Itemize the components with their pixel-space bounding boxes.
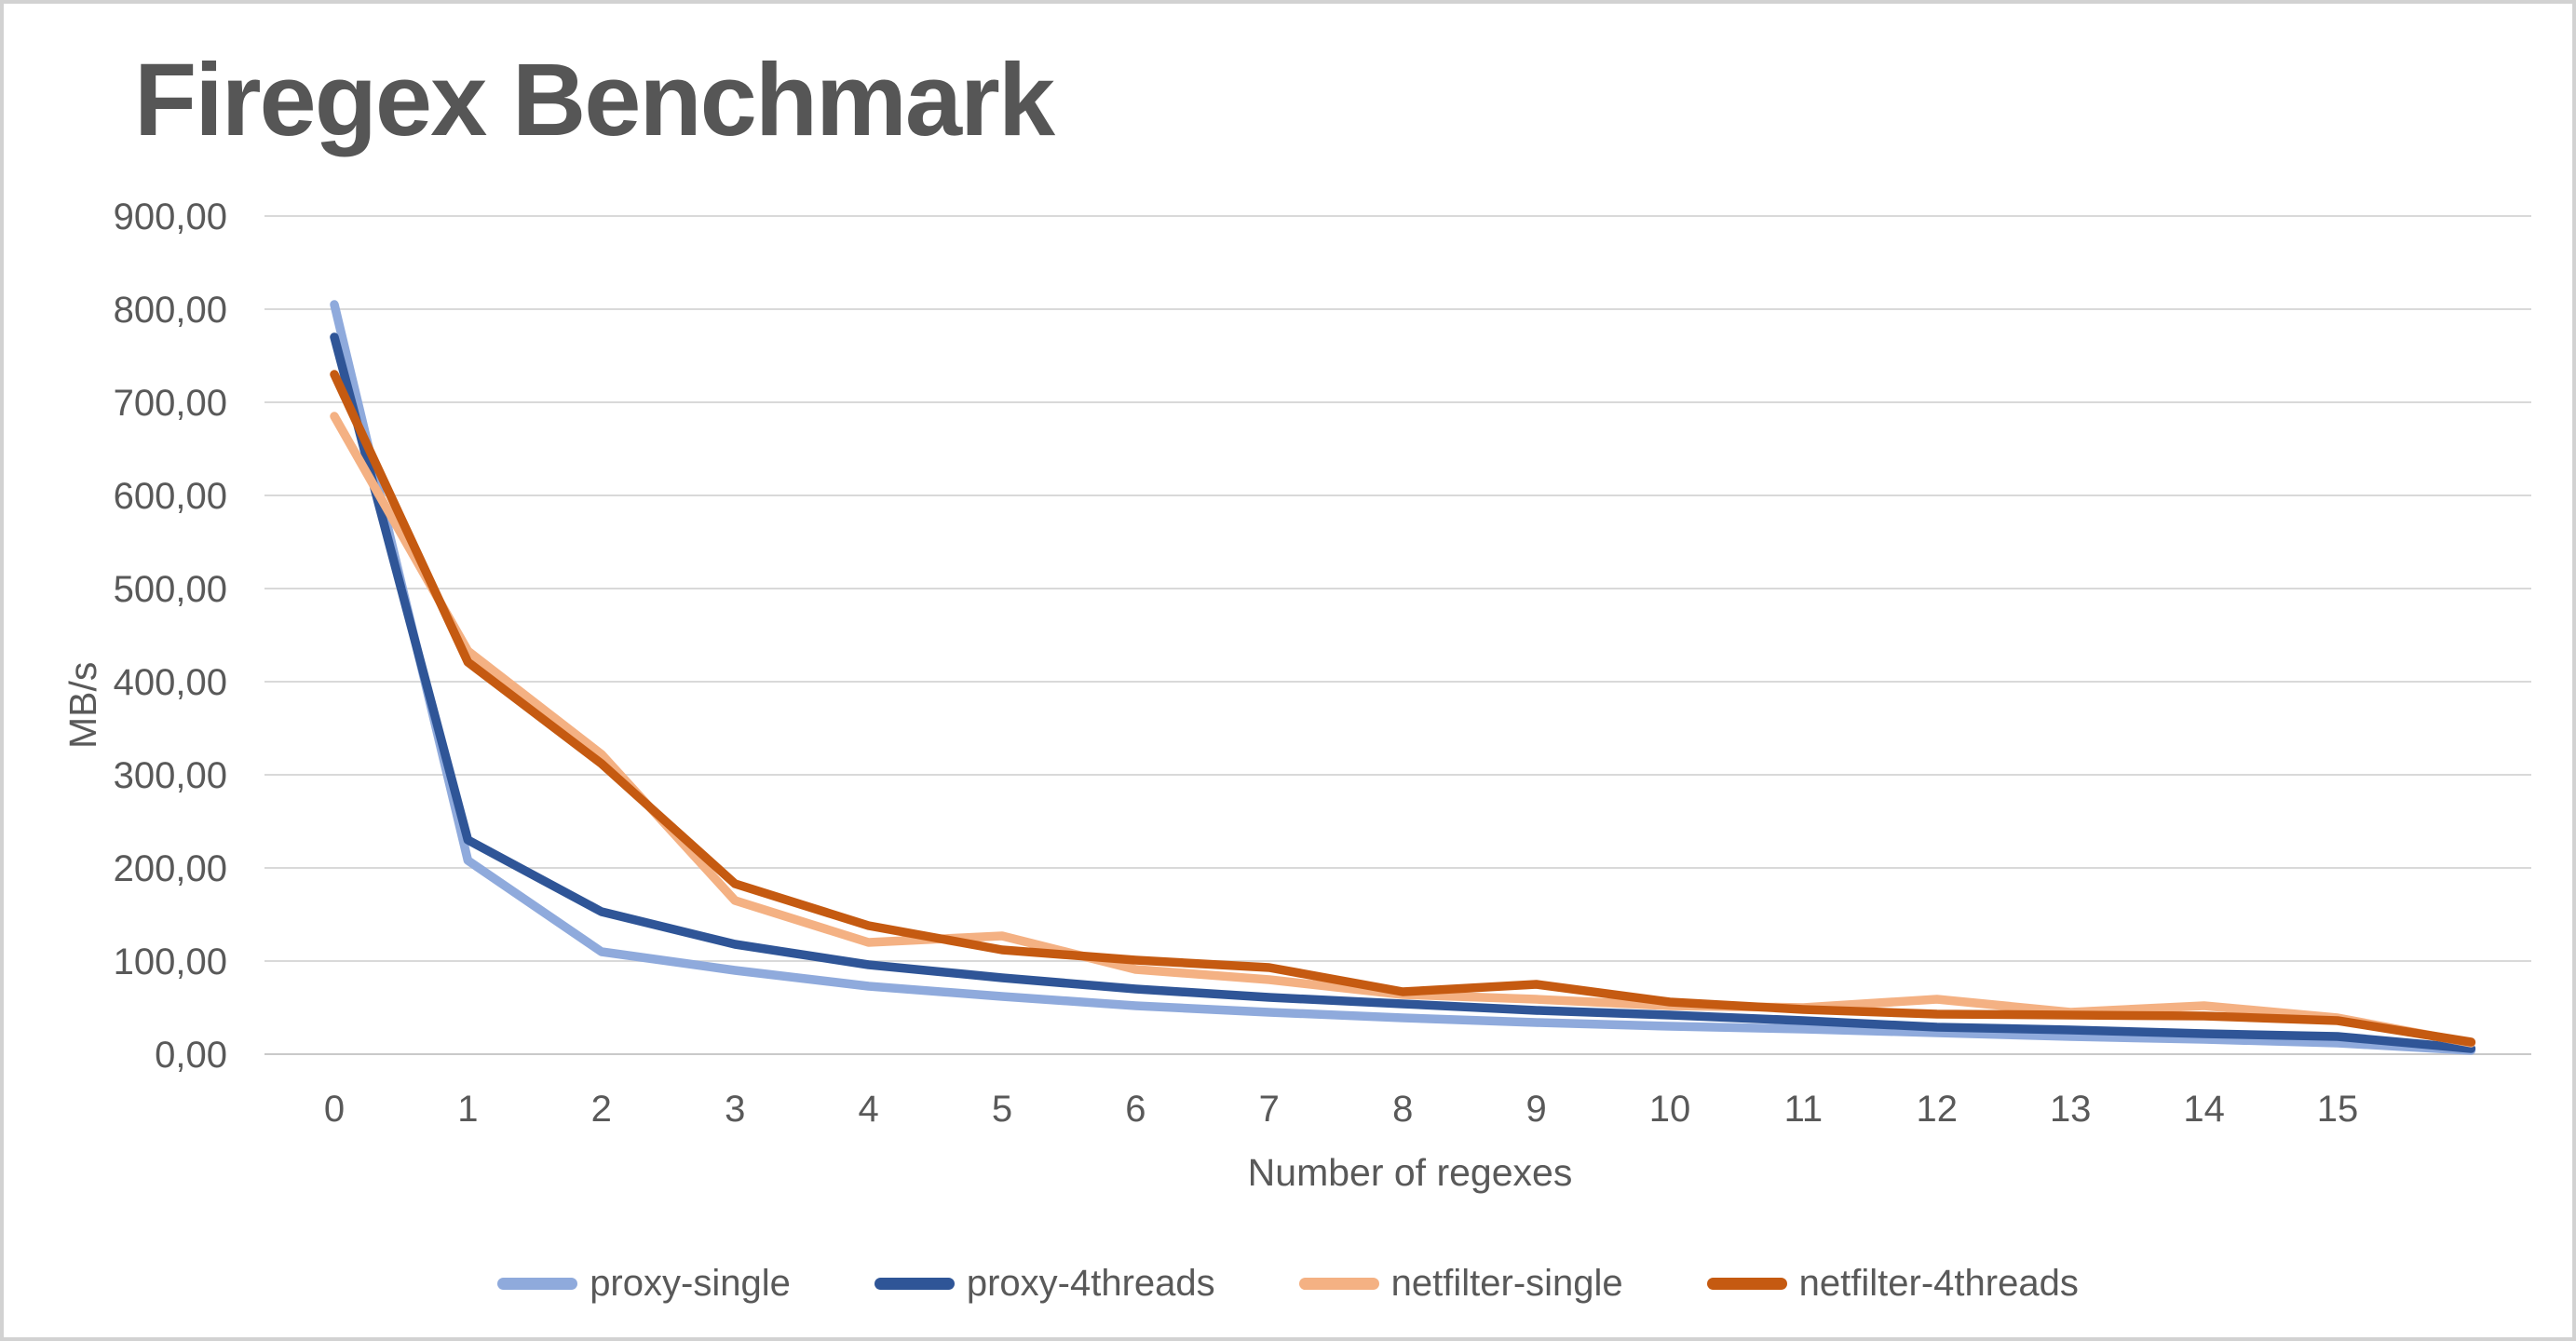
x-tick-label: 12 [1917, 1089, 1959, 1130]
legend-item-proxy-4threads: proxy-4threads [874, 1263, 1215, 1305]
x-tick-label: 11 [1784, 1089, 1824, 1130]
legend-item-proxy-single: proxy-single [497, 1263, 791, 1305]
x-tick-label: 2 [591, 1089, 612, 1130]
gridlines [264, 215, 2531, 1055]
x-tick-label: 15 [2317, 1089, 2359, 1130]
legend-item-label: netfilter-single [1390, 1263, 1623, 1304]
x-axis-tick-labels: 0 1 2 3 4 5 6 7 8 9 10 11 12 13 14 15 [324, 1089, 2358, 1130]
x-tick-label: 10 [1649, 1089, 1691, 1130]
series-line-proxy-4threads [330, 332, 2476, 1053]
legend-swatch-icon [1298, 1278, 1379, 1290]
x-tick-label: 4 [858, 1089, 878, 1130]
x-tick-label: 7 [1259, 1089, 1280, 1130]
series-line-netfilter-single [330, 412, 2476, 1048]
y-tick-label: 500,00 [114, 569, 227, 610]
y-tick-label: 700,00 [114, 383, 227, 424]
x-axis-title: Number of regexes [1247, 1151, 1573, 1194]
y-tick-label: 900,00 [114, 196, 227, 237]
x-tick-label: 8 [1392, 1089, 1413, 1130]
series-lines [330, 300, 2476, 1055]
legend-item-netfilter-4threads: netfilter-4threads [1706, 1263, 2079, 1305]
x-tick-label: 3 [725, 1089, 745, 1130]
x-tick-label: 0 [324, 1089, 345, 1130]
y-tick-label: 800,00 [114, 290, 227, 331]
x-tick-label: 5 [992, 1089, 1012, 1130]
y-tick-label: 400,00 [114, 662, 227, 703]
y-tick-label: 0,00 [155, 1035, 227, 1076]
legend-swatch-icon [874, 1278, 955, 1290]
chart-canvas: 0,00 100,00 200,00 300,00 400,00 500,00 600,00… [114, 196, 2531, 1130]
x-tick-label: 6 [1125, 1089, 1146, 1130]
x-tick-label: 9 [1525, 1089, 1546, 1130]
y-tick-label: 600,00 [114, 476, 227, 517]
x-tick-label: 13 [2050, 1089, 2092, 1130]
y-axis-tick-labels: 0,00 100,00 200,00 300,00 400,00 500,00 600,00… [114, 196, 227, 1076]
x-tick-label: 1 [457, 1089, 478, 1130]
legend-item-label: proxy-4threads [966, 1263, 1215, 1304]
legend-swatch-icon [497, 1278, 578, 1290]
y-tick-label: 100,00 [114, 941, 227, 982]
legend-item-label: proxy-single [590, 1263, 791, 1304]
y-axis-title: MB/s [61, 661, 104, 749]
legend-item-netfilter-single: netfilter-single [1298, 1263, 1623, 1305]
y-tick-label: 300,00 [114, 755, 227, 796]
x-tick-label: 14 [2183, 1089, 2225, 1130]
chart-legend: proxy-single proxy-4threads netfilter-sing… [4, 1263, 2572, 1305]
legend-item-label: netfilter-4threads [1798, 1263, 2079, 1304]
legend-swatch-icon [1706, 1278, 1787, 1290]
series-line-proxy-single [330, 300, 2476, 1055]
chart-title: Firegex Benchmark [134, 43, 1055, 157]
series-line-netfilter-4threads [330, 370, 2476, 1047]
y-tick-label: 200,00 [114, 848, 227, 889]
